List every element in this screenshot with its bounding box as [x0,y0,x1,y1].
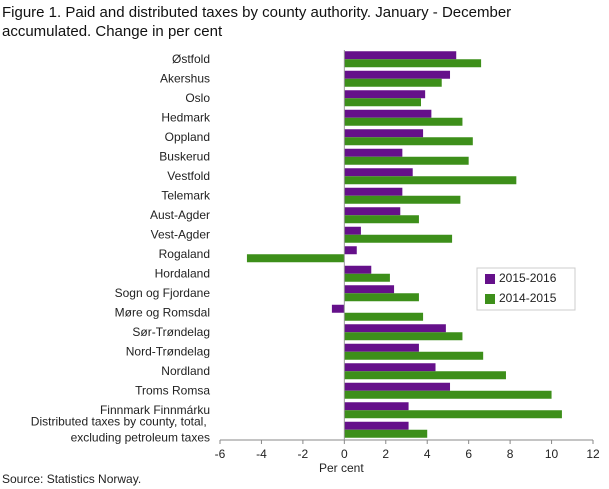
bar [344,70,451,79]
y-tick-label: Aust-Agder [150,208,210,222]
bar [331,304,345,313]
y-tick-label: Nord-Trøndelag [126,344,210,358]
bar [344,382,451,391]
x-tick-label: 12 [586,447,600,461]
bar [344,187,403,196]
y-tick-label: Oppland [165,130,210,144]
bar [344,312,424,321]
x-tick-label: 0 [341,447,348,461]
y-tick-label: Telemark [161,188,211,202]
bar [344,343,419,352]
x-tick-label: -2 [298,447,309,461]
bar [344,351,484,360]
x-tick-label: 10 [545,447,559,461]
y-tick-label: Østfold [172,52,210,66]
bar [344,176,517,185]
chart-title: Figure 1. Paid and distributed taxes by … [2,4,512,40]
legend-label: 2015-2016 [499,271,557,285]
bar [344,98,422,107]
bar [344,156,469,165]
y-tick-label: Sogn og Fjordane [115,286,211,300]
bar [344,273,390,282]
x-axis-label: Per cent [319,461,364,475]
bar [344,421,409,430]
bar [344,148,403,157]
bar [344,59,482,68]
y-tick-label: Finnmark Finnmárku [100,403,210,417]
bar [344,332,463,341]
bar [344,371,506,380]
legend-swatch [485,294,495,304]
y-tick-label: Sør-Trøndelag [132,325,210,339]
bar [344,410,562,419]
bar [344,390,552,399]
source: Source: Statistics Norway. [2,472,141,486]
bar [344,78,442,87]
bar [344,195,461,204]
x-tick-label: -4 [256,447,267,461]
legend-label: 2014-2015 [499,291,557,305]
bar [344,265,372,274]
x-tick-label: 2 [382,447,389,461]
y-tick-label: Oslo [185,91,210,105]
bar [344,109,432,118]
bar [344,168,413,177]
bar [344,234,453,243]
y-tick-label: Rogaland [159,247,210,261]
y-tick-label: Akershus [160,71,210,85]
legend-swatch [485,274,495,284]
x-tick-label: -6 [215,447,226,461]
y-tick-label: Distributed taxes by county, total, excl… [31,414,210,444]
bar [344,285,395,294]
bar [344,117,463,126]
y-tick-label: Hedmark [161,110,211,124]
bar [344,215,419,224]
bar [344,137,473,146]
y-tick-label: Troms Romsa [135,383,210,397]
x-tick-label: 6 [465,447,472,461]
bar [344,51,457,60]
bar [344,129,424,138]
y-tick-label: Hordaland [155,266,210,280]
bar [344,324,446,333]
bar [344,226,361,235]
bar [344,90,426,99]
bar [344,402,409,411]
y-tick-label: Nordland [161,364,210,378]
bar [344,246,357,255]
bar [344,429,428,438]
bar [246,254,345,263]
y-tick-label: Vest-Agder [151,227,210,241]
bar [344,293,419,302]
y-tick-label: Møre og Romsdal [115,305,210,319]
bar [344,207,401,216]
x-tick-label: 4 [424,447,431,461]
x-tick-label: 8 [507,447,514,461]
y-tick-label: Buskerud [159,149,210,163]
bar [344,363,436,372]
y-tick-label: Vestfold [167,169,210,183]
